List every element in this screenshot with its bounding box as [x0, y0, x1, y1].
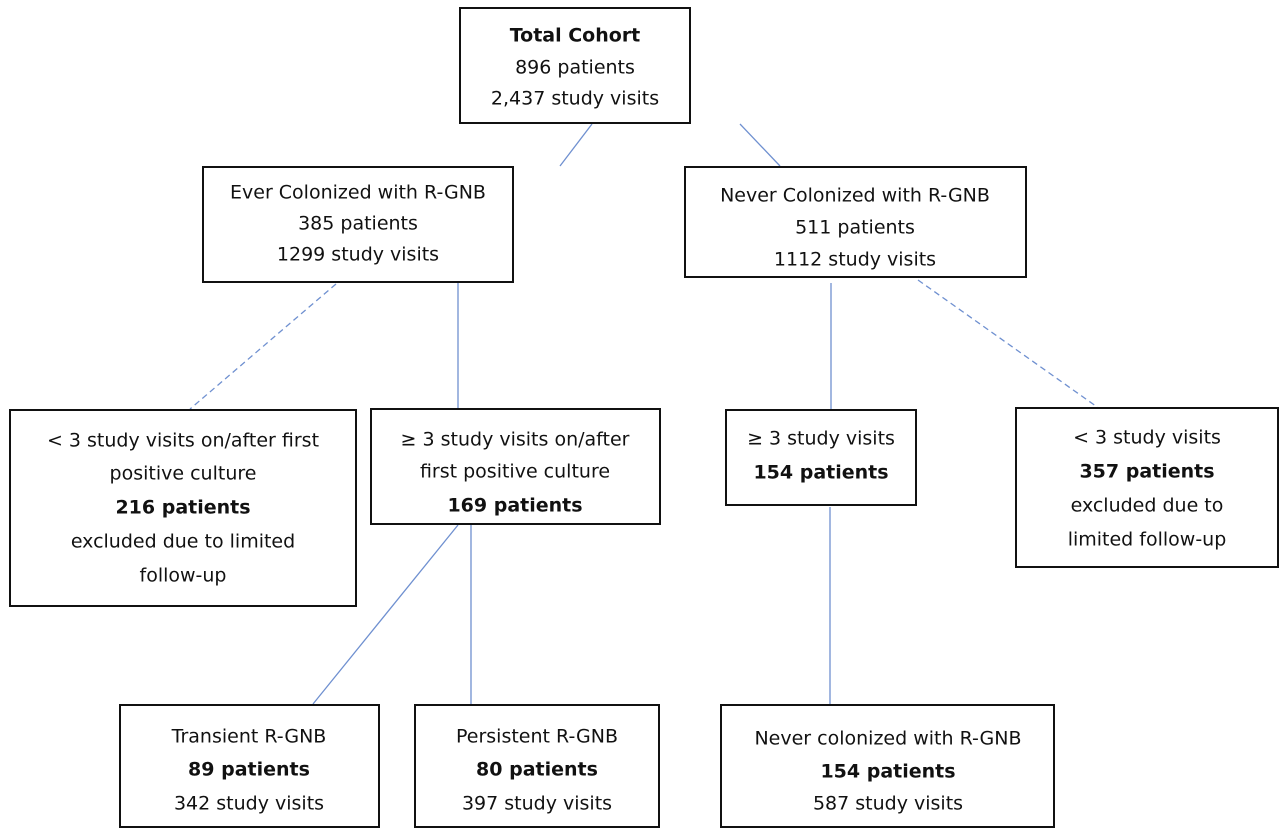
node-text: follow-up: [140, 565, 227, 587]
node-text: Transient R-GNB: [171, 726, 327, 748]
node-text: Total Cohort: [510, 25, 641, 47]
node-text: excluded due to limited: [71, 531, 295, 553]
node: ≥ 3 study visits 154 patients: [725, 409, 917, 506]
connectors: [189, 123, 1101, 705]
node-box: [119, 704, 380, 828]
node: ≥ 3 study visits on/after first positive…: [370, 408, 661, 525]
node-text: Ever Colonized with R-GNB: [230, 182, 486, 204]
node-text: < 3 study visits on/after first: [47, 430, 319, 452]
node: Transient R-GNB 89 patients 342 study vi…: [119, 704, 380, 828]
node-text: limited follow-up: [1068, 529, 1227, 551]
node-text: 154 patients: [820, 761, 955, 783]
node: Persistent R-GNB 80 patients 397 study v…: [414, 704, 660, 828]
connector: [189, 283, 337, 410]
node-text: 385 patients: [298, 213, 418, 235]
node-text: 216 patients: [115, 497, 250, 519]
node-text: excluded due to: [1071, 495, 1224, 517]
node-text: Persistent R-GNB: [456, 726, 618, 748]
node-text: 2,437 study visits: [491, 88, 659, 110]
node-text: 80 patients: [476, 759, 598, 781]
node-text: 169 patients: [447, 495, 582, 517]
node-box: [684, 166, 1027, 278]
node-text: 511 patients: [795, 217, 915, 239]
node: < 3 study visits on/after first positive…: [9, 409, 357, 607]
node-text: 342 study visits: [174, 793, 324, 815]
node-box: [459, 7, 691, 124]
node: Total Cohort 896 patients 2,437 study vi…: [459, 7, 691, 124]
connector: [917, 279, 1101, 410]
node: Never colonized with R-GNB 154 patients …: [720, 704, 1055, 828]
node-text: 357 patients: [1079, 461, 1214, 483]
node-text: positive culture: [110, 463, 257, 485]
node-text: 154 patients: [753, 462, 888, 484]
node-text: 397 study visits: [462, 793, 612, 815]
node-box: [1015, 407, 1279, 568]
node-box: [725, 409, 917, 506]
node-box: [720, 704, 1055, 828]
node-text: 1299 study visits: [277, 244, 439, 266]
node-box: [370, 408, 661, 525]
node: < 3 study visits 357 patients excluded d…: [1015, 407, 1279, 568]
node-text: 1112 study visits: [774, 249, 936, 271]
node-text: 89 patients: [188, 759, 310, 781]
node-text: 896 patients: [515, 57, 635, 79]
connector: [739, 123, 781, 167]
node: Never Colonized with R-GNB 511 patients …: [684, 166, 1027, 278]
connector: [559, 123, 593, 167]
node-text: first positive culture: [420, 461, 610, 483]
connector: [312, 524, 459, 705]
node-text: ≥ 3 study visits: [747, 428, 895, 450]
node-text: Never colonized with R-GNB: [754, 728, 1021, 750]
node-box: [9, 409, 357, 607]
node-text: Never Colonized with R-GNB: [720, 185, 990, 207]
node-text: < 3 study visits: [1073, 427, 1221, 449]
node-text: 587 study visits: [813, 793, 963, 815]
node-box: [202, 166, 514, 283]
node-box: [414, 704, 660, 828]
node-text: ≥ 3 study visits on/after: [401, 429, 630, 451]
node: Ever Colonized with R-GNB 385 patients 1…: [202, 166, 514, 283]
